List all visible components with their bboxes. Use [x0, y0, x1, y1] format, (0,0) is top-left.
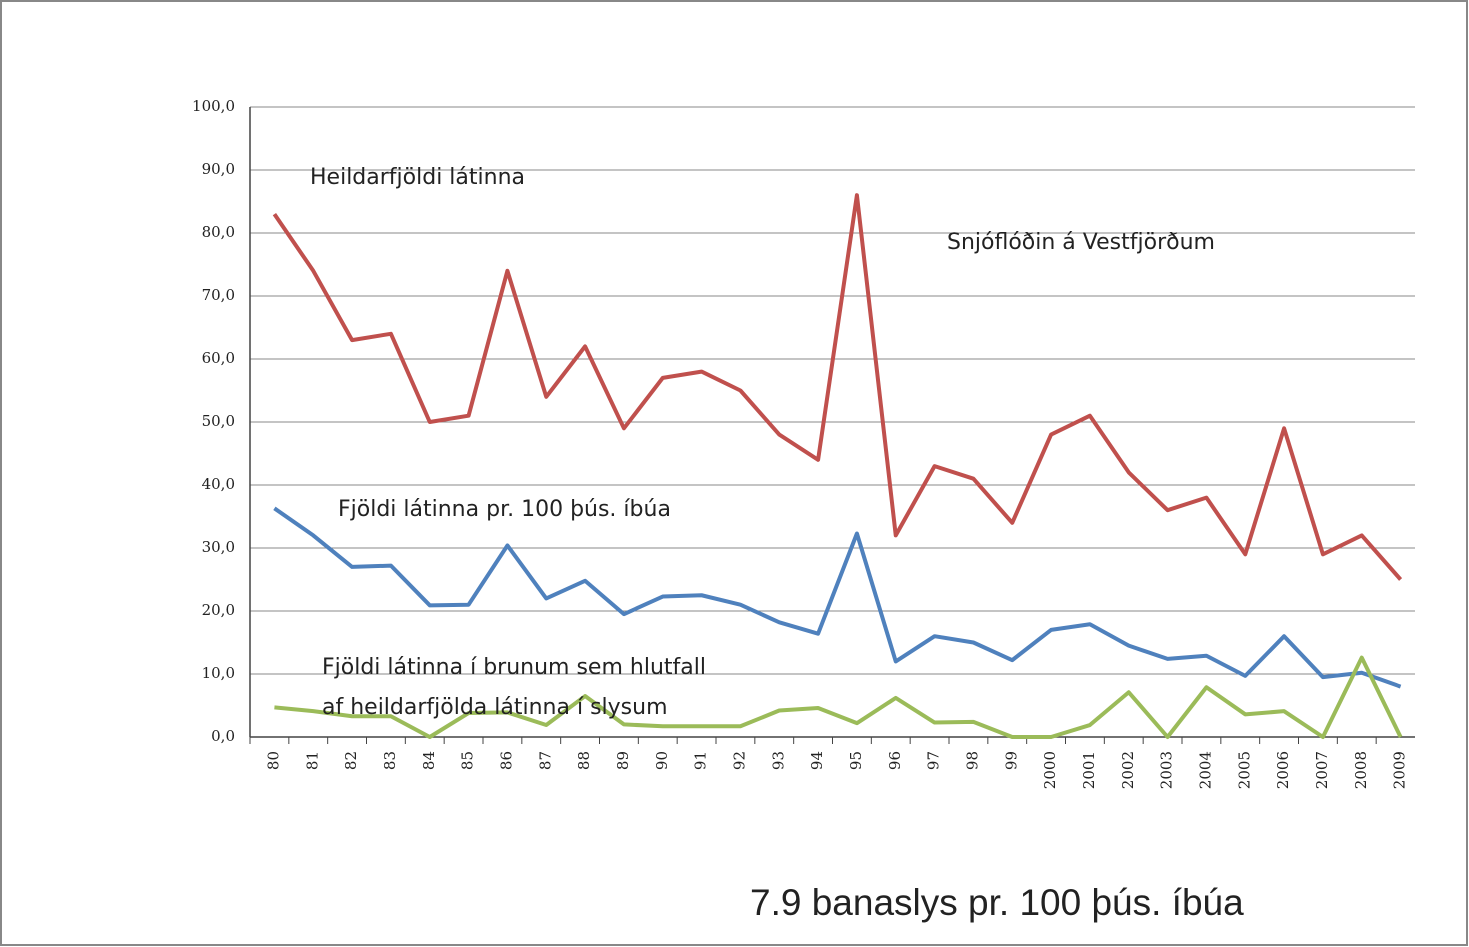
annotation: Heildarfjöldi látinna [310, 165, 525, 190]
y-tick-label: 90,0 [202, 160, 235, 178]
x-tick-label: 80 [264, 751, 282, 770]
x-tick-label: 84 [420, 751, 438, 770]
x-tick-label: 95 [847, 751, 865, 770]
x-tick-label: 86 [497, 751, 515, 770]
y-tick-label: 60,0 [202, 349, 235, 367]
x-tick-label: 98 [963, 751, 981, 770]
annotation: Fjöldi látinna pr. 100 þús. íbúa [338, 497, 671, 522]
x-tick-label: 83 [381, 751, 399, 770]
x-tick-label: 97 [925, 751, 943, 770]
y-tick-label: 10,0 [202, 664, 235, 682]
y-tick-label: 40,0 [202, 475, 235, 493]
x-tick-label: 85 [459, 751, 477, 770]
x-tick-label: 87 [536, 751, 554, 770]
y-tick-label: 50,0 [202, 412, 235, 430]
x-tick-label: 2006 [1274, 751, 1292, 789]
annotation: af heildarfjölda látinna í slysum [322, 695, 668, 720]
x-tick-label: 2003 [1158, 751, 1176, 789]
series-line [272, 193, 1403, 581]
y-tick-label: 20,0 [202, 601, 235, 619]
footer: 7.9 banaslys pr. 100 þús. íbúa [750, 882, 1244, 923]
x-tick-label: 2000 [1041, 751, 1059, 789]
x-tick-label: 93 [769, 751, 787, 770]
x-tick-label: 81 [303, 751, 321, 770]
x-tick-label: 99 [1002, 751, 1020, 770]
x-tick-label: 94 [808, 751, 826, 770]
x-tick-label: 92 [730, 751, 748, 770]
x-tick-label: 90 [653, 751, 671, 770]
y-tick-label: 100,0 [192, 97, 235, 115]
series-line [273, 506, 1402, 689]
y-tick-label: 30,0 [202, 538, 235, 556]
x-tick-label: 2005 [1235, 751, 1253, 789]
annotation: Snjóflóðin á Vestfjörðum [947, 230, 1215, 255]
x-tick-label: 2004 [1196, 751, 1214, 789]
y-tick-label: 80,0 [202, 223, 235, 241]
x-tick-label: 2001 [1080, 751, 1098, 789]
y-tick-label: 70,0 [202, 286, 235, 304]
y-tick-label: 0,0 [211, 727, 235, 745]
x-tick-label: 2002 [1119, 751, 1137, 789]
annotation: Fjöldi látinna í brunum sem hlutfall [322, 655, 706, 680]
x-tick-label: 96 [886, 751, 904, 770]
series-line [274, 655, 1403, 739]
x-tick-label: 2007 [1313, 751, 1331, 789]
x-tick-label: 88 [575, 751, 593, 770]
x-tick-label: 82 [342, 751, 360, 770]
x-tick-label: 91 [692, 751, 710, 770]
x-tick-label: 2008 [1352, 751, 1370, 789]
x-tick-label: 89 [614, 751, 632, 770]
x-tick-label: 2009 [1391, 751, 1409, 789]
